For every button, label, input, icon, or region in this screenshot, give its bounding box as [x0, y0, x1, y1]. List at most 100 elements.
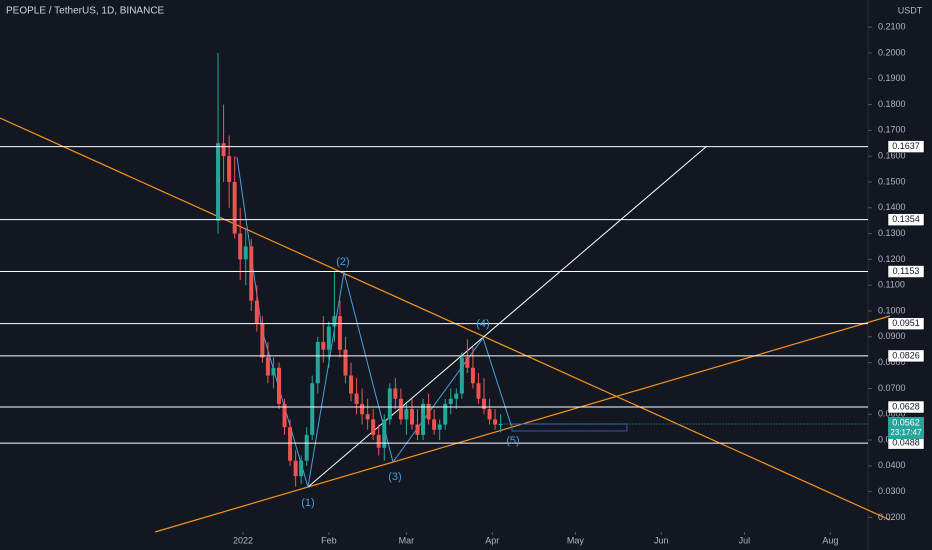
candle-body — [326, 326, 331, 350]
level-label: 0.0628 — [892, 401, 920, 411]
candle-body — [265, 357, 270, 376]
unit-label: USDT — [898, 5, 923, 15]
y-tick-label: 0.0600 — [878, 409, 906, 419]
candle-body — [404, 409, 409, 420]
candle-body — [426, 403, 431, 420]
chart-title: PEOPLE / TetherUS, 1D, BINANCE — [6, 6, 165, 17]
level-label-box — [887, 265, 925, 278]
candle-body — [293, 460, 298, 477]
candle-body — [227, 156, 232, 182]
y-tick-label: 0.2100 — [878, 21, 906, 31]
candle-body — [310, 383, 315, 435]
candle-body — [387, 388, 392, 420]
candle-body — [360, 403, 365, 415]
candle-body — [299, 460, 304, 477]
level-label: 0.0826 — [892, 350, 920, 360]
x-tick-label: Jun — [654, 535, 669, 545]
candle-body — [382, 419, 387, 448]
candle-body — [482, 398, 487, 410]
candle-body — [493, 419, 498, 425]
candle-body — [249, 246, 254, 301]
candle-body — [470, 367, 475, 384]
wave-label: (3) — [388, 471, 401, 483]
trend-line — [0, 117, 891, 521]
candle-body — [271, 367, 276, 376]
y-tick-label: 0.1600 — [878, 151, 906, 161]
countdown: 23:17:47 — [890, 428, 922, 437]
candle-body — [243, 246, 248, 260]
y-tick-label: 0.2000 — [878, 47, 906, 57]
y-tick-label: 0.0700 — [878, 383, 906, 393]
candle-body — [371, 419, 376, 435]
candle-body — [459, 357, 464, 394]
candle-body — [443, 403, 448, 425]
level-label: 0.0488 — [892, 438, 920, 448]
candle-body — [282, 403, 287, 428]
candle-body — [349, 375, 354, 394]
last-price-box — [888, 417, 924, 440]
projection-box — [511, 423, 628, 432]
level-label-box — [887, 140, 925, 153]
y-tick-label: 0.1500 — [878, 176, 906, 186]
wave-label: (4) — [476, 318, 489, 330]
candle-body — [276, 367, 281, 404]
level-label: 0.1637 — [892, 141, 920, 151]
wave-label: (1) — [301, 497, 314, 509]
candle-body — [288, 427, 293, 461]
level-label: 0.1354 — [892, 214, 920, 224]
candle-body — [415, 424, 420, 435]
candle-body — [221, 143, 226, 157]
candle-body — [254, 300, 259, 324]
candle-body — [376, 434, 381, 448]
candle-body — [337, 316, 342, 350]
level-label-box — [887, 349, 925, 363]
candle-body — [332, 316, 337, 327]
candle-body — [315, 341, 320, 384]
x-tick-label: Apr — [485, 535, 499, 545]
y-tick-label: 0.0200 — [878, 512, 906, 522]
y-tick-label: 0.1800 — [878, 99, 906, 109]
y-tick-label: 0.1900 — [878, 73, 906, 83]
y-tick-label: 0.1100 — [878, 280, 905, 290]
candle-body — [432, 419, 437, 430]
x-tick-label: Mar — [399, 535, 415, 545]
level-label: 0.0951 — [892, 318, 920, 328]
candle-body — [454, 393, 459, 399]
candle-body — [365, 414, 370, 420]
level-label-box — [887, 213, 925, 226]
x-tick-label: May — [567, 535, 585, 545]
candle-body — [448, 398, 453, 404]
candle-body — [398, 398, 403, 420]
y-tick-label: 0.0400 — [878, 460, 906, 470]
level-label-box — [887, 400, 925, 414]
candle-body — [304, 434, 309, 461]
y-tick-label: 0.1700 — [878, 125, 906, 135]
candle-body — [409, 409, 414, 425]
candle-body — [421, 403, 426, 435]
candle-body — [343, 349, 348, 376]
y-tick-label: 0.1000 — [878, 305, 906, 315]
candle-body — [260, 323, 265, 358]
wave-label: (5) — [506, 435, 519, 447]
last-price-label: 0.0562 — [892, 417, 920, 427]
x-tick-label: Jul — [739, 535, 751, 545]
candle-body — [437, 424, 442, 430]
wave-label: (2) — [336, 256, 349, 268]
candle-body — [487, 409, 492, 420]
x-tick-label: Feb — [321, 535, 337, 545]
candle-body — [232, 181, 237, 234]
y-tick-label: 0.1300 — [878, 228, 906, 238]
candle-body — [238, 233, 243, 260]
y-tick-label: 0.0300 — [878, 486, 906, 496]
x-tick-label: 2022 — [233, 535, 253, 545]
x-tick-label: Aug — [822, 535, 838, 545]
candle-body — [465, 357, 470, 368]
y-tick-label: 0.0900 — [878, 331, 906, 341]
candle-body — [216, 143, 221, 221]
y-tick-label: 0.1200 — [878, 254, 906, 264]
candle-body — [354, 393, 359, 404]
level-label: 0.1153 — [893, 266, 920, 276]
level-label-box — [887, 317, 925, 330]
